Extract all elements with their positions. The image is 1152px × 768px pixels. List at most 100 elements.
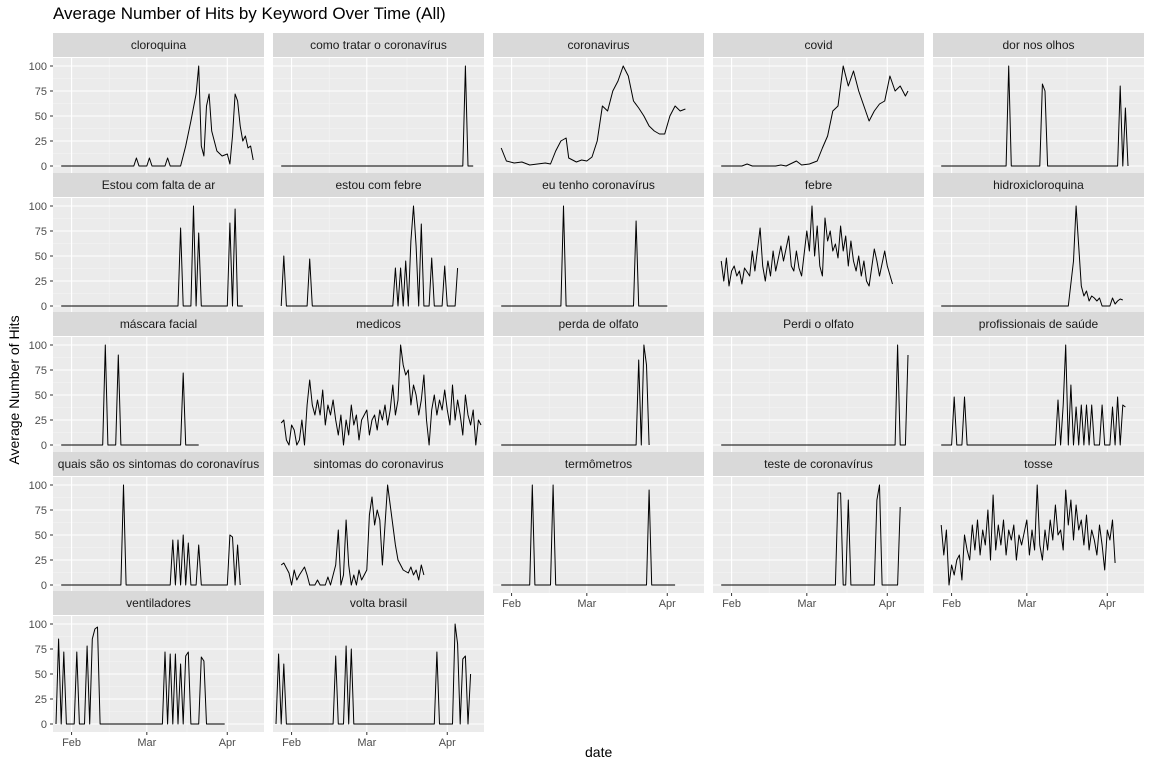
facet-strip — [53, 591, 264, 615]
x-tick-label: Mar — [577, 598, 596, 610]
facet-strip-label: ventiladores — [126, 596, 191, 610]
facet-strip-label: tosse — [1024, 457, 1053, 471]
facet-strip-label: covid — [804, 38, 832, 52]
y-tick-label: 0 — [41, 580, 47, 592]
y-tick-label: 100 — [29, 340, 47, 352]
facet-quais-sao-os-sintomas-do-coronavirus: quais são os sintomas do coronavírus 0 25 5… — [29, 452, 264, 593]
y-tick-label: 50 — [35, 669, 47, 681]
y-tick-label: 25 — [35, 136, 47, 148]
y-tick-label: 25 — [35, 555, 47, 567]
facet-strip — [713, 33, 924, 57]
y-tick-label: 50 — [35, 111, 47, 123]
facet-strip-label: Estou com falta de ar — [102, 178, 215, 192]
facet-sintomas-do-coronavirus: sintomas do coronavirus — [273, 452, 484, 593]
x-tick-label: Mar — [357, 737, 376, 749]
facet-strip-label: máscara facial — [120, 317, 197, 331]
chart-title: Average Number of Hits by Keyword Over T… — [53, 4, 446, 23]
series-line — [500, 65, 686, 166]
x-tick-label: Mar — [797, 598, 816, 610]
facet-strip-label: cloroquina — [131, 38, 187, 52]
y-tick-label: 75 — [35, 365, 47, 377]
y-tick-label: 0 — [41, 440, 47, 452]
facet-strip-label: estou com febre — [335, 178, 421, 192]
facet-strip-label: dor nos olhos — [1002, 38, 1074, 52]
series-line — [280, 484, 425, 586]
y-tick-label: 50 — [35, 251, 47, 263]
facet-strip — [53, 33, 264, 57]
x-tick-label: Apr — [219, 737, 236, 749]
series-line — [721, 484, 901, 586]
y-tick-label: 25 — [35, 694, 47, 706]
facet-strip — [713, 173, 924, 197]
facet-coronavirus: coronavirus — [493, 33, 704, 174]
series-line — [941, 344, 1126, 446]
series-line — [55, 626, 225, 725]
facet-strip-label: sintomas do coronavirus — [313, 457, 443, 471]
facet-covid: covid — [713, 33, 924, 174]
facet-teste-de-coronavirus: teste de coronavírus Feb Mar Apr — [713, 452, 924, 610]
y-tick-label: 75 — [35, 505, 47, 517]
facet-tosse: tosse Feb Mar Apr — [933, 452, 1144, 610]
facet-strip — [933, 33, 1144, 57]
series-line — [61, 484, 241, 586]
y-tick-label: 100 — [29, 201, 47, 213]
x-tick-label: Mar — [137, 737, 156, 749]
x-tick-label: Mar — [1017, 598, 1036, 610]
x-tick-label: Feb — [942, 598, 961, 610]
facet-strip — [273, 452, 484, 476]
series-line — [941, 205, 1123, 307]
facet-medicos: medicos — [273, 312, 484, 453]
facet-strip-label: medicos — [356, 317, 401, 331]
series-line — [501, 344, 650, 446]
facet-strip — [53, 452, 264, 476]
facet-strip — [493, 33, 704, 57]
y-tick-label: 50 — [35, 530, 47, 542]
x-axis-label: date — [585, 744, 613, 760]
y-tick-label: 100 — [29, 61, 47, 73]
series-line — [721, 344, 909, 446]
x-tick-label: Apr — [879, 598, 896, 610]
y-tick-label: 75 — [35, 86, 47, 98]
facet-perdi-o-olfato: Perdi o olfato — [713, 312, 924, 453]
facet-strip — [273, 33, 484, 57]
facet-strip-label: Perdi o olfato — [783, 317, 854, 331]
y-tick-label: 100 — [29, 480, 47, 492]
facet-strip — [713, 312, 924, 336]
series-line — [941, 65, 1129, 167]
facet-strip — [273, 312, 484, 336]
x-tick-label: Feb — [722, 598, 741, 610]
y-tick-label: 25 — [35, 276, 47, 288]
x-tick-label: Feb — [502, 598, 521, 610]
facet-estou-com-falta-de-ar: Estou com falta de ar 0 25 50 75 100 — [29, 173, 264, 314]
facet-strip — [53, 173, 264, 197]
facet-strip — [933, 312, 1144, 336]
facet-strip-label: hidroxicloroquina — [993, 178, 1084, 192]
series-line — [61, 65, 254, 167]
facet-perda-de-olfato: perda de olfato — [493, 312, 704, 453]
facet-estou-com-febre: estou com febre — [273, 173, 484, 314]
y-tick-label: 50 — [35, 390, 47, 402]
y-tick-label: 0 — [41, 719, 47, 731]
facet-strip-label: coronavirus — [567, 38, 629, 52]
series-line — [720, 205, 893, 287]
facet-mascara-facial: máscara facial 0 25 50 75 100 — [29, 312, 264, 453]
facet-hidroxicloroquina: hidroxicloroquina — [933, 173, 1144, 314]
y-tick-label: 0 — [41, 161, 47, 173]
facet-febre: febre — [713, 173, 924, 314]
facet-strip — [933, 173, 1144, 197]
series-line — [280, 344, 482, 446]
facet-strip-label: volta brasil — [350, 596, 407, 610]
series-line — [501, 484, 676, 586]
y-tick-label: 75 — [35, 226, 47, 238]
series-line — [721, 65, 909, 167]
facet-strip — [493, 173, 704, 197]
facet-volta-brasil: volta brasil Feb Mar Apr — [273, 591, 484, 749]
facet-strip-label: teste de coronavírus — [764, 457, 873, 471]
facet-strip — [273, 591, 484, 615]
facet-strip — [493, 312, 704, 336]
series-line — [61, 344, 199, 446]
series-line — [940, 484, 1116, 586]
series-line — [281, 65, 474, 167]
series-line — [275, 623, 472, 725]
